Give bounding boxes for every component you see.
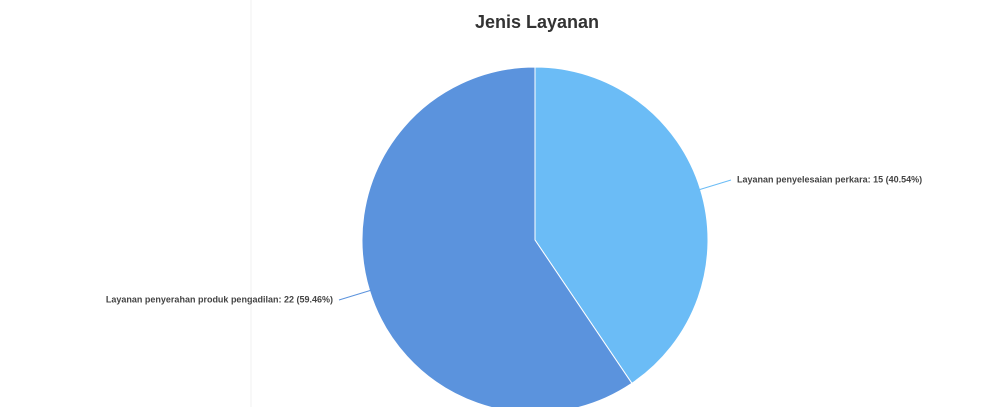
leader-line — [338, 289, 374, 301]
chart-title: Jenis Layanan — [475, 12, 599, 32]
data-label: Layanan penyelesaian perkara: 15 (40.54%… — [737, 174, 922, 184]
leader-line — [696, 179, 732, 191]
data-label: Layanan penyerahan produk pengadilan: 22… — [106, 294, 333, 304]
